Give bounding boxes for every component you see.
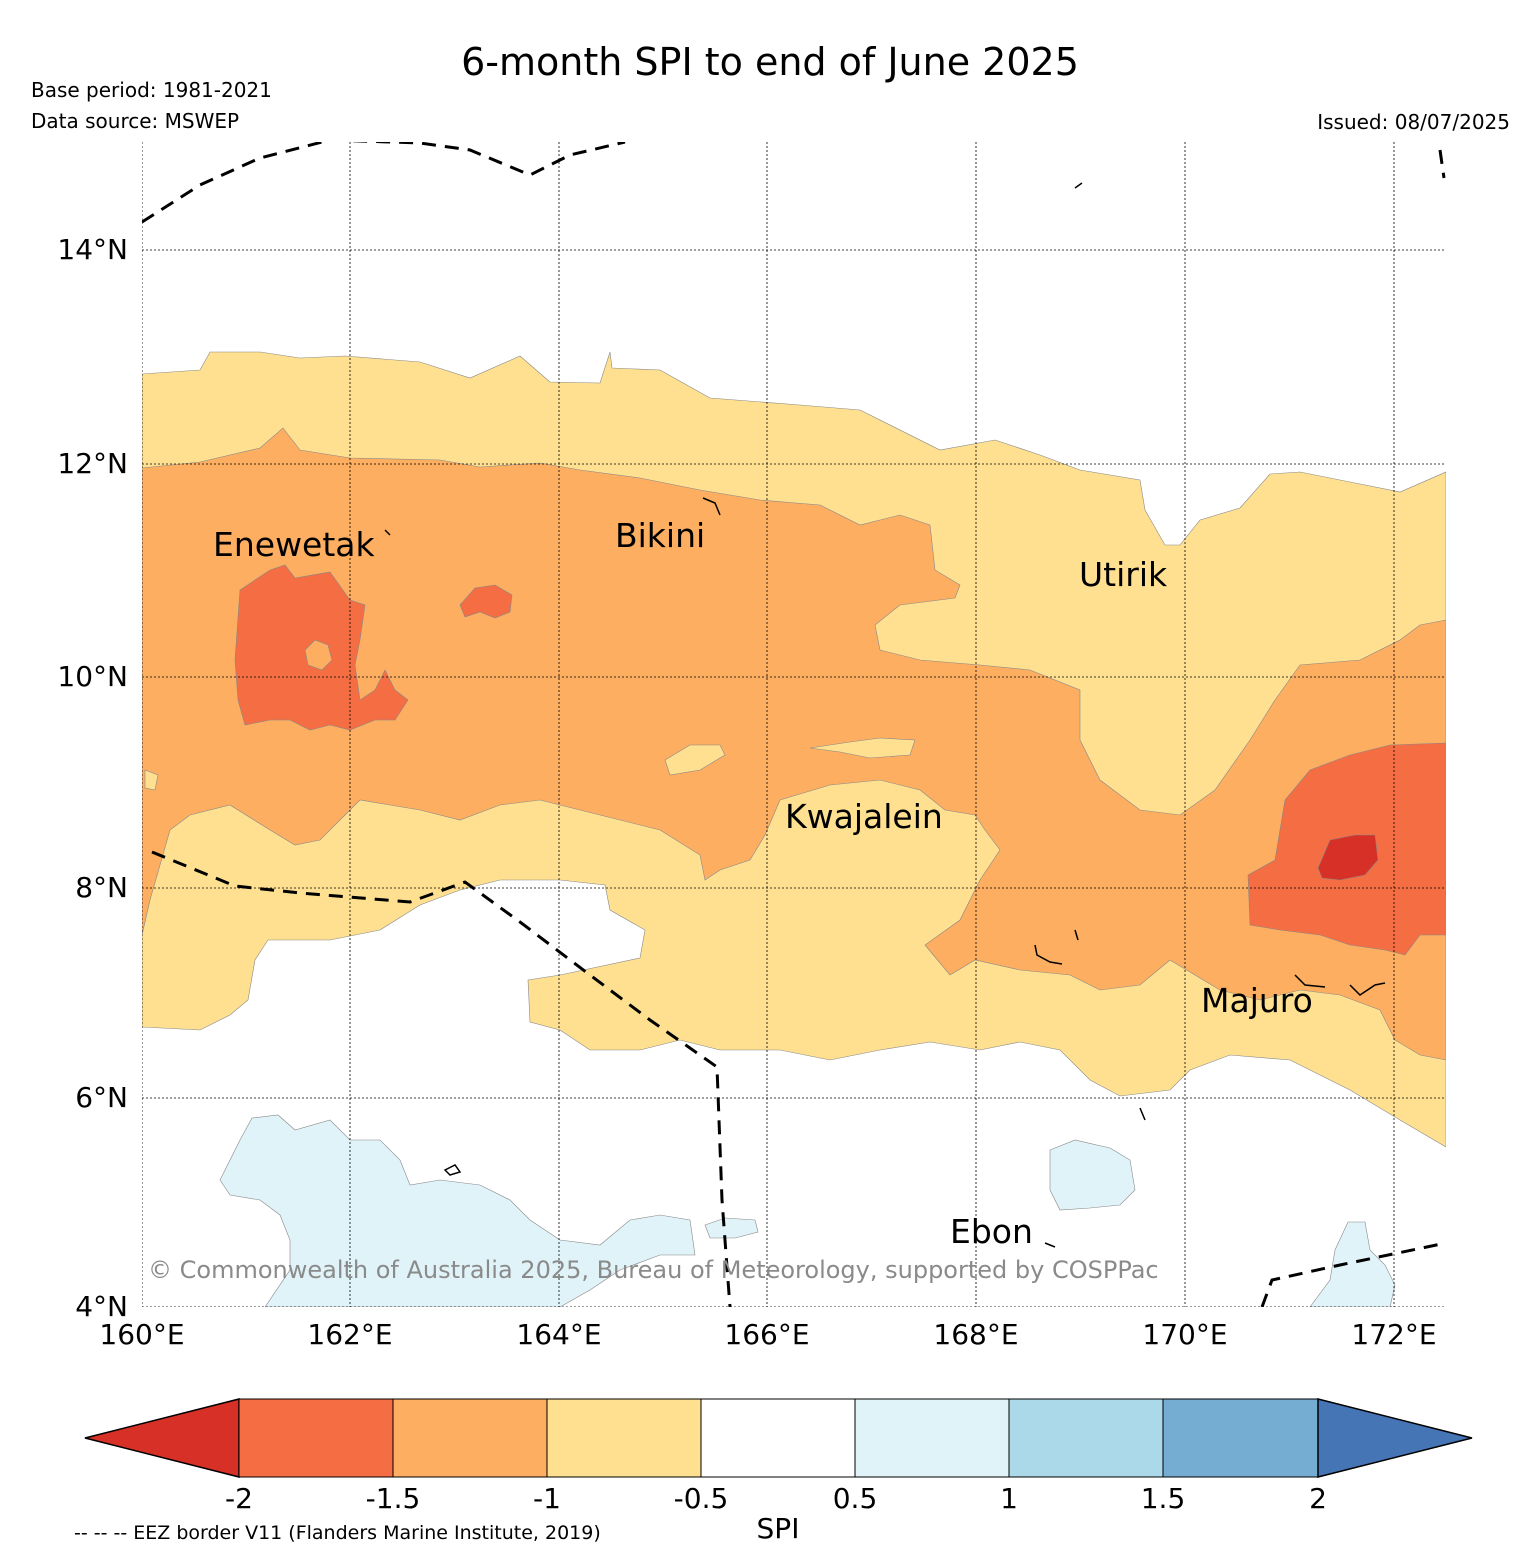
colorbar-extend-high (1318, 1399, 1472, 1477)
lat-tick-label: 10°N (57, 660, 128, 693)
spi-map: 14°N 12°N 10°N 8°N 6°N 4°N 160°E 162°E 1… (0, 0, 1540, 1563)
place-kwajalein: Kwajalein (785, 797, 943, 836)
colorbar-segment (239, 1399, 393, 1477)
colorbar-tick-label: -1.5 (366, 1482, 421, 1515)
colorbar-tick-label: -2 (225, 1482, 253, 1515)
place-bikini: Bikini (615, 516, 705, 555)
lon-tick-label: 170°E (1142, 1318, 1227, 1351)
colorbar-segment (701, 1399, 855, 1477)
place-enewetak: Enewetak (213, 525, 376, 564)
lon-tick-label: 164°E (516, 1318, 601, 1351)
eez-border-note: -- -- -- EEZ border V11 (Flanders Marine… (74, 1522, 601, 1544)
lat-tick-label: 6°N (75, 1081, 128, 1114)
colorbar-segment (1009, 1399, 1163, 1477)
lat-tick-label: 8°N (75, 871, 128, 904)
lon-labels: 160°E 162°E 164°E 166°E 168°E 170°E 172°… (99, 1318, 1436, 1351)
colorbar-segment (547, 1399, 701, 1477)
lon-tick-label: 162°E (307, 1318, 392, 1351)
spi-contours (142, 140, 1446, 1307)
colorbar-title: SPI (757, 1512, 800, 1545)
colorbar-tick-label: 0.5 (833, 1482, 878, 1515)
lon-tick-label: 166°E (724, 1318, 809, 1351)
colorbar-tick-label: 2 (1309, 1482, 1327, 1515)
lat-tick-label: 14°N (57, 233, 128, 266)
colorbar-segment (393, 1399, 547, 1477)
lon-tick-label: 160°E (99, 1318, 184, 1351)
place-utirik: Utirik (1079, 555, 1168, 594)
colorbar-segment (855, 1399, 1009, 1477)
lat-tick-label: 12°N (57, 447, 128, 480)
place-majuro: Majuro (1201, 981, 1313, 1020)
lon-tick-label: 172°E (1351, 1318, 1436, 1351)
colorbar-tick-label: 1.5 (1141, 1482, 1186, 1515)
colorbar-tick-label: 1 (1000, 1482, 1018, 1515)
colorbar-tick-label: -0.5 (674, 1482, 729, 1515)
copyright-notice: © Commonwealth of Australia 2025, Bureau… (148, 1256, 1159, 1284)
colorbar-extend-low (85, 1399, 239, 1477)
place-ebon: Ebon (950, 1212, 1033, 1251)
colorbar-tick-label: -1 (533, 1482, 561, 1515)
lat-labels: 14°N 12°N 10°N 8°N 6°N 4°N (57, 233, 128, 1323)
lon-tick-label: 168°E (933, 1318, 1018, 1351)
colorbar-segment (1163, 1399, 1318, 1477)
